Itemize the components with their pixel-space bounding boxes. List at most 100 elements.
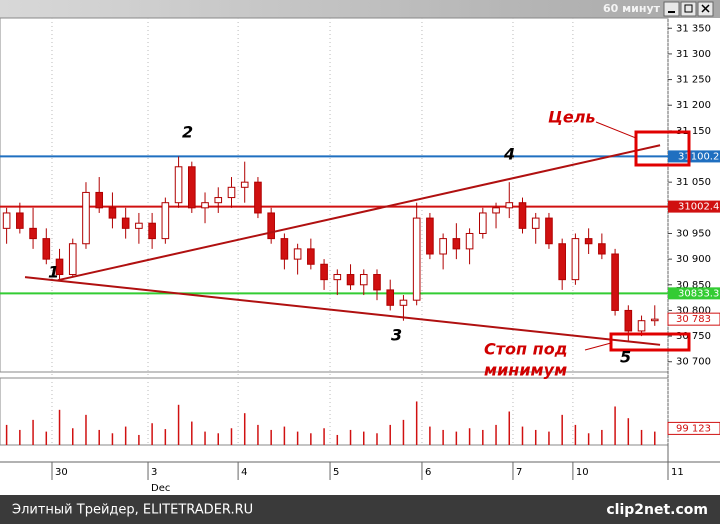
title-bar: [0, 0, 720, 18]
y-tick-label: 31 350: [676, 23, 711, 34]
pointer: [595, 121, 637, 139]
icon: [701, 4, 710, 13]
footer: [0, 495, 720, 524]
x-tick-label: 30: [55, 467, 68, 478]
candle-body: [108, 207, 117, 219]
candle-body: [148, 222, 156, 240]
volume-tick-label: 99 123: [676, 423, 711, 434]
point-label: 2: [182, 123, 193, 142]
candle-body: [452, 238, 461, 250]
trendline: [57, 144, 661, 282]
window-title: 60 минут: [603, 2, 661, 15]
trendline: [24, 276, 661, 346]
stop-label: минимум: [484, 361, 567, 380]
point-label: 4: [503, 145, 515, 164]
y-tick-label: 30 700: [676, 357, 711, 368]
level-label: 30833.3: [678, 288, 719, 299]
candle-body: [373, 274, 381, 291]
footer-logo[interactable]: clip2net.com: [606, 502, 708, 518]
y-tick-label: 30 800: [676, 305, 711, 316]
candle-body: [82, 191, 90, 245]
candle-body: [29, 227, 37, 240]
candle-body: [598, 243, 606, 255]
pointer: [584, 342, 612, 351]
minimize-button[interactable]: [663, 1, 680, 17]
x-sublabel: Dec: [151, 483, 170, 494]
y-tick-label: 31 050: [676, 177, 711, 188]
y-tick-label: 30 900: [676, 254, 711, 265]
candle-body: [611, 253, 619, 311]
candle-body: [214, 197, 223, 204]
x-tick-label: 6: [425, 467, 431, 478]
y-tick-label: 30 750: [676, 331, 711, 342]
candle-body: [95, 191, 104, 209]
x-tick-label: 4: [241, 467, 247, 478]
candle-body: [293, 248, 302, 260]
stop-label: Стоп под: [484, 340, 568, 359]
candle-body: [2, 212, 11, 229]
volume-tag: [667, 421, 720, 435]
y-tick-label: 30 950: [676, 228, 711, 239]
candle-body: [267, 212, 275, 240]
candle-body: [280, 238, 289, 260]
candle-body: [545, 217, 553, 245]
stop-box: [609, 332, 691, 352]
level-tag: [668, 150, 720, 163]
candle-body: [135, 222, 143, 229]
candle-body: [558, 243, 566, 281]
candle-body: [492, 207, 500, 214]
level-label: 31002.4: [678, 202, 719, 213]
candle-body: [359, 274, 368, 286]
x-tick-label: 10: [576, 467, 589, 478]
candle-body: [637, 320, 646, 332]
y-tick-label: 31 300: [676, 49, 711, 60]
candle-body: [16, 212, 24, 229]
y-tick-label: 31 150: [676, 126, 711, 137]
candle-body: [518, 202, 527, 229]
x-tick-label: 5: [333, 467, 339, 478]
candle-body: [201, 202, 209, 209]
candle-body: [187, 166, 196, 209]
window-buttons[interactable]: [663, 1, 714, 17]
target-label: Цель: [548, 108, 596, 127]
level-tag: [668, 287, 720, 300]
candle-body: [254, 181, 262, 214]
candle-body: [439, 238, 447, 255]
candle-body: [240, 181, 249, 188]
maximize-button[interactable]: [680, 1, 697, 17]
y-tick-label: 31 200: [676, 100, 711, 111]
candle-body: [531, 217, 540, 229]
candle-body: [174, 166, 183, 204]
candle-body: [161, 202, 170, 240]
y-tick-label: 30 850: [676, 280, 711, 291]
target-box: [634, 130, 691, 167]
candle-body: [505, 202, 514, 209]
x-tick-label: 7: [516, 467, 522, 478]
level-label: 31100.2: [678, 151, 719, 162]
last-price-tag: [667, 312, 720, 326]
volume-panel: [0, 377, 669, 446]
level-tag: [668, 200, 720, 213]
candle-body: [68, 243, 77, 276]
footer-text: Элитный Трейдер, ELITETRADER.RU: [12, 503, 253, 518]
candle-body: [227, 186, 236, 199]
candle-body: [624, 309, 633, 332]
candle-body: [346, 274, 355, 286]
point-label: 5: [620, 348, 631, 367]
x-tick-label: 11: [671, 467, 684, 478]
candle-body: [571, 238, 580, 281]
candle-body: [333, 274, 342, 281]
icon: [684, 4, 693, 13]
candle-body: [55, 258, 64, 276]
y-tick-label: 31 250: [676, 75, 711, 86]
candle-body: [121, 217, 130, 229]
candle-body: [42, 238, 51, 260]
candle-body: [650, 318, 659, 322]
point-label: 1: [48, 263, 59, 282]
candle-body: [320, 263, 328, 281]
candle-body: [479, 212, 487, 234]
candle-body: [386, 289, 395, 306]
candle-body: [465, 232, 474, 250]
